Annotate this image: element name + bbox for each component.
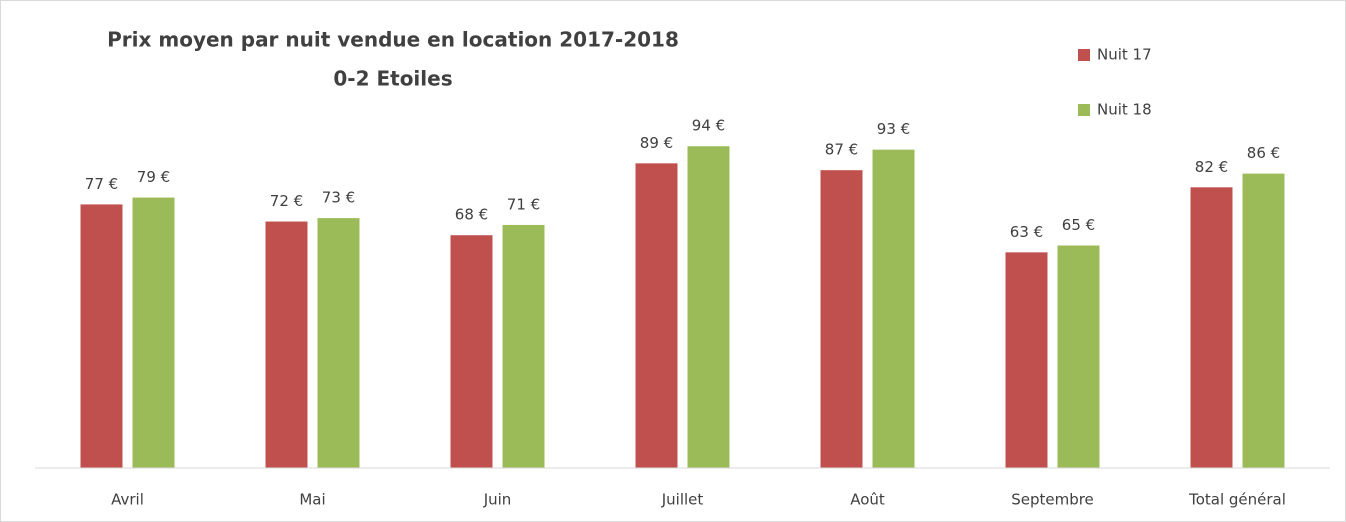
bar — [132, 197, 175, 469]
bar — [80, 204, 123, 468]
x-tick-label: Mai — [299, 491, 325, 509]
bar — [872, 149, 915, 468]
legend-swatch — [1078, 104, 1090, 116]
bar — [1057, 245, 1100, 468]
chart-title: Prix moyen par nuit vendue en location 2… — [107, 28, 679, 52]
x-tick-label: Août — [850, 491, 885, 509]
x-tick-label: Total général — [1188, 491, 1286, 509]
x-tick-label: Juillet — [661, 491, 704, 509]
data-label: 68 € — [455, 206, 488, 224]
bar — [820, 170, 863, 468]
data-label: 82 € — [1195, 158, 1228, 176]
data-label: 93 € — [877, 120, 910, 138]
data-label: 86 € — [1247, 144, 1280, 162]
data-label: 94 € — [692, 117, 725, 135]
legend-swatch — [1078, 49, 1090, 61]
bar — [635, 163, 678, 468]
chart-subtitle: 0-2 Etoiles — [333, 67, 452, 91]
data-label: 73 € — [322, 189, 355, 207]
data-label: 77 € — [85, 175, 118, 193]
data-label: 65 € — [1062, 216, 1095, 234]
bar — [687, 146, 730, 468]
legend-label: Nuit 18 — [1097, 101, 1152, 119]
bar — [1242, 173, 1285, 468]
bar — [1005, 252, 1048, 468]
data-label: 63 € — [1010, 223, 1043, 241]
bar — [265, 221, 308, 468]
x-tick-label: Avril — [111, 491, 144, 509]
data-label: 72 € — [270, 192, 303, 210]
legend-label: Nuit 17 — [1097, 46, 1152, 64]
bar — [502, 224, 545, 468]
bar — [1190, 187, 1233, 469]
data-label: 71 € — [507, 195, 540, 213]
data-label: 87 € — [825, 141, 858, 159]
x-tick-label: Septembre — [1011, 491, 1094, 509]
data-label: 89 € — [640, 134, 673, 152]
bar — [450, 235, 493, 468]
data-label: 79 € — [137, 168, 170, 186]
x-tick-label: Juin — [483, 491, 512, 509]
bar — [317, 218, 360, 468]
